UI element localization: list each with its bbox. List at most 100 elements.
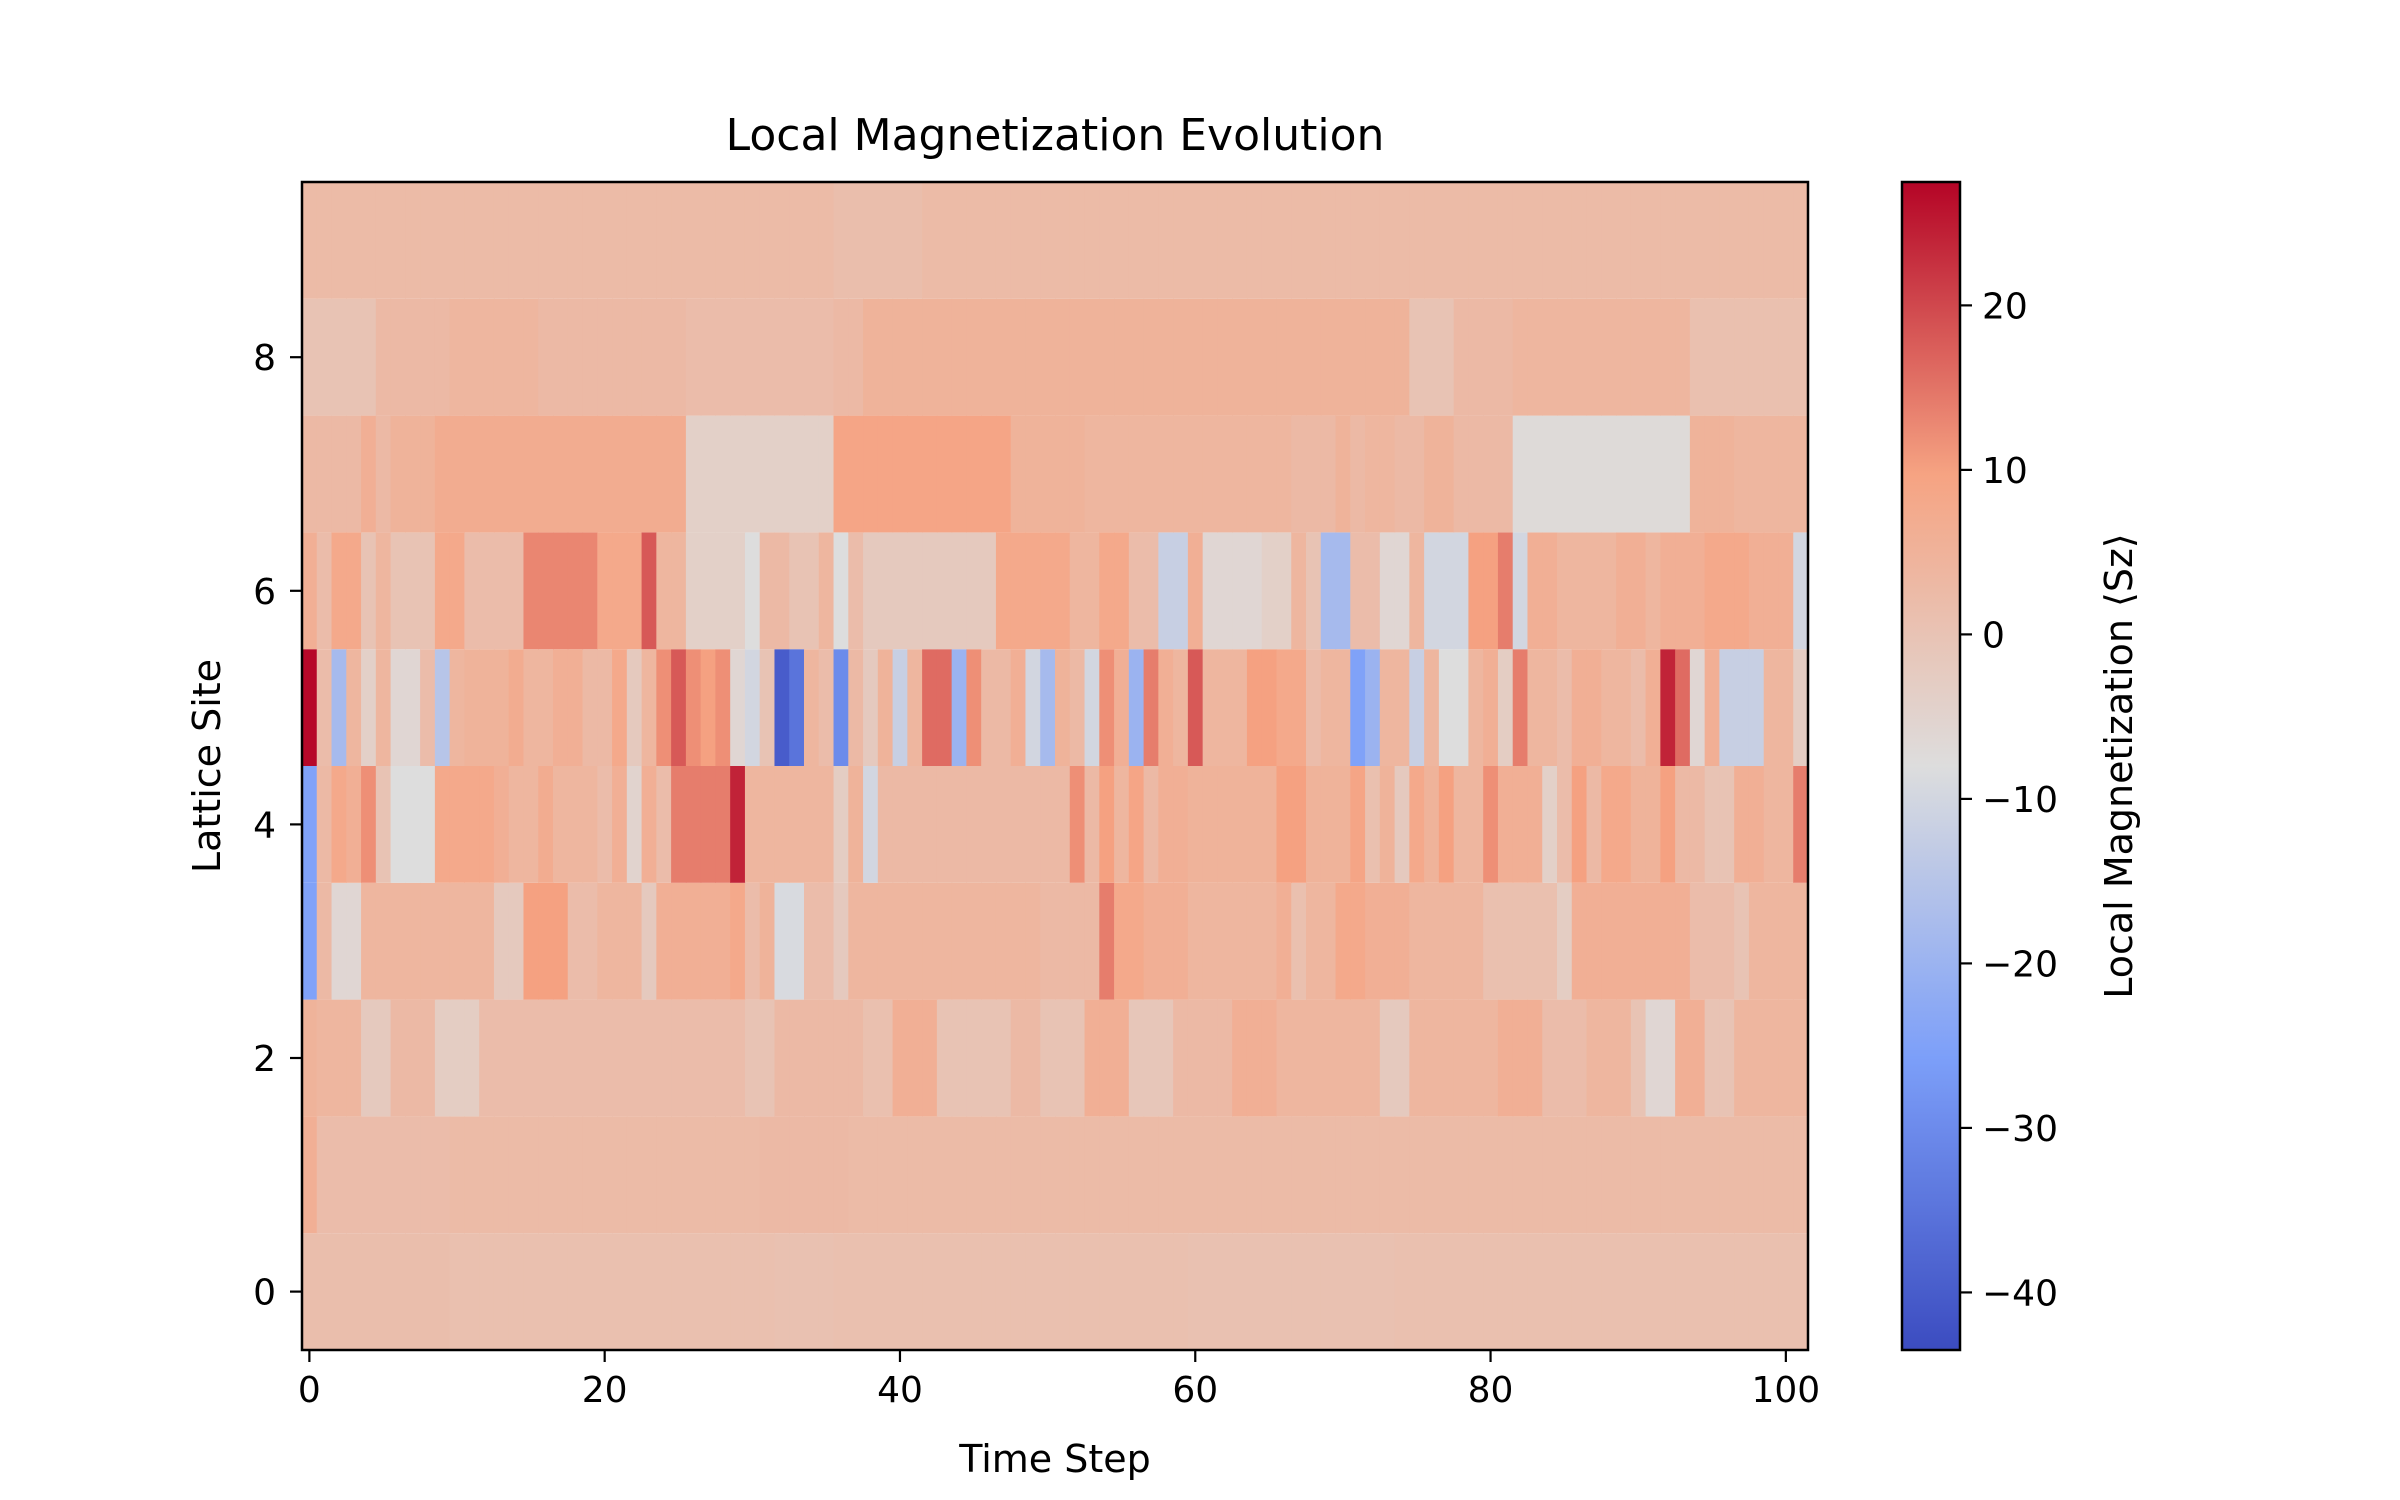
heatmap-cell xyxy=(553,766,569,883)
heatmap-cell xyxy=(1202,298,1219,416)
heatmap-cell xyxy=(1306,415,1322,533)
heatmap-cell xyxy=(1084,182,1100,299)
heatmap-cell xyxy=(626,415,643,533)
heatmap-cell xyxy=(833,882,849,1000)
heatmap-cell xyxy=(641,182,657,299)
heatmap-cell xyxy=(995,766,1012,883)
heatmap-cell xyxy=(892,1116,908,1234)
heatmap-cell xyxy=(1025,1116,1041,1234)
heatmap-cell xyxy=(1099,649,1115,766)
heatmap-cell xyxy=(1261,1233,1278,1350)
heatmap-cell xyxy=(1586,182,1602,299)
heatmap-cell xyxy=(597,1233,613,1350)
heatmap-cell xyxy=(479,649,495,766)
heatmap-cell xyxy=(1409,649,1425,766)
heatmap-cell xyxy=(1202,1233,1219,1350)
heatmap-cell xyxy=(1793,532,1809,650)
heatmap-cell xyxy=(1246,415,1263,533)
heatmap-cell xyxy=(1306,1116,1322,1234)
heatmap-cell xyxy=(464,298,480,416)
heatmap-cell xyxy=(671,415,687,533)
heatmap-cell xyxy=(1335,766,1351,883)
heatmap-cell xyxy=(1719,1116,1735,1234)
heatmap-cell xyxy=(1778,766,1794,883)
heatmap-cell xyxy=(804,649,820,766)
heatmap-cell xyxy=(1320,1233,1337,1350)
heatmap-cell xyxy=(759,1116,776,1234)
heatmap-cell xyxy=(1630,1116,1647,1234)
heatmap-cell xyxy=(375,1116,392,1234)
heatmap-cell xyxy=(390,649,406,766)
heatmap-cell xyxy=(833,1116,849,1234)
heatmap-cell xyxy=(1557,766,1573,883)
heatmap-cell xyxy=(804,298,820,416)
heatmap-cell xyxy=(863,532,879,650)
heatmap-cell xyxy=(493,1116,510,1234)
heatmap-cell xyxy=(1217,1116,1233,1234)
heatmap-cell xyxy=(863,182,879,299)
heatmap-cell xyxy=(1586,298,1602,416)
heatmap-cell xyxy=(1114,766,1130,883)
heatmap-cell xyxy=(434,415,451,533)
heatmap-cell xyxy=(892,532,908,650)
heatmap-cell xyxy=(1793,182,1809,299)
heatmap-cell xyxy=(612,766,628,883)
heatmap-cell xyxy=(612,999,628,1117)
heatmap-cell xyxy=(538,298,554,416)
heatmap-cell xyxy=(302,298,318,416)
heatmap-cell xyxy=(936,766,953,883)
heatmap-cell xyxy=(1173,649,1189,766)
heatmap-cell xyxy=(375,1233,392,1350)
heatmap-cell xyxy=(818,532,835,650)
heatmap-cell xyxy=(302,532,318,650)
heatmap-cell xyxy=(1660,298,1676,416)
heatmap-cell xyxy=(1217,649,1233,766)
heatmap-cell xyxy=(1291,298,1307,416)
heatmap-cell xyxy=(641,415,657,533)
heatmap-cell xyxy=(671,766,687,883)
heatmap-cell xyxy=(1734,649,1750,766)
heatmap-cell xyxy=(1571,649,1588,766)
heatmap-cell xyxy=(1010,882,1027,1000)
heatmap-cell xyxy=(1335,1116,1351,1234)
heatmap-cell xyxy=(1099,766,1115,883)
heatmap-cell xyxy=(479,415,495,533)
heatmap-cell xyxy=(1276,649,1292,766)
heatmap-cell xyxy=(1453,415,1470,533)
heatmap-cell xyxy=(390,766,406,883)
heatmap-cell xyxy=(1246,298,1263,416)
heatmap-cell xyxy=(553,182,569,299)
heatmap-cell xyxy=(818,415,835,533)
heatmap-cell xyxy=(877,999,894,1117)
heatmap-cell xyxy=(1040,415,1056,533)
heatmap-cell xyxy=(1158,766,1174,883)
heatmap-cell xyxy=(302,1233,318,1350)
heatmap-cell xyxy=(1778,882,1794,1000)
heatmap-cell xyxy=(1394,766,1410,883)
heatmap-cell xyxy=(612,1116,628,1234)
heatmap-cell xyxy=(744,882,761,1000)
heatmap-cell xyxy=(464,532,480,650)
heatmap-cell xyxy=(715,1116,731,1234)
heatmap-cell xyxy=(523,649,539,766)
heatmap-cell xyxy=(434,999,451,1117)
heatmap-cell xyxy=(1527,182,1543,299)
heatmap-cell xyxy=(1232,298,1248,416)
heatmap-cell xyxy=(1158,1233,1174,1350)
heatmap-cell xyxy=(685,882,702,1000)
heatmap-cell xyxy=(1542,415,1558,533)
heatmap-cell xyxy=(375,999,392,1117)
heatmap-cell xyxy=(1497,182,1514,299)
heatmap-cell xyxy=(1601,1233,1617,1350)
heatmap-cell xyxy=(1217,532,1233,650)
heatmap-cell xyxy=(1468,1116,1484,1234)
heatmap-cell xyxy=(375,882,392,1000)
heatmap-cell xyxy=(685,182,702,299)
heatmap-cell xyxy=(1557,532,1573,650)
heatmap-cell xyxy=(1512,649,1529,766)
heatmap-cell xyxy=(434,1233,451,1350)
heatmap-cell xyxy=(671,298,687,416)
heatmap-cell xyxy=(1483,649,1499,766)
heatmap-cell xyxy=(1719,766,1735,883)
heatmap-cell xyxy=(951,415,968,533)
